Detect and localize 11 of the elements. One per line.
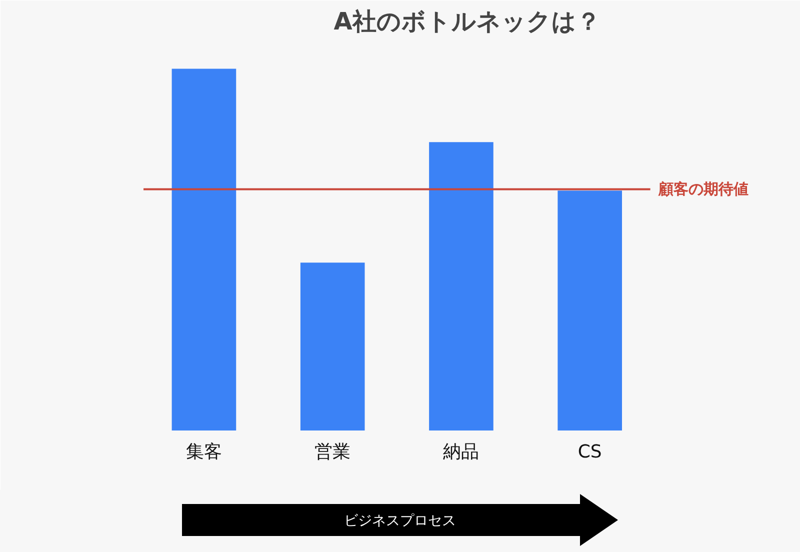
x-tick-label: 営業 — [314, 442, 351, 462]
x-tick-label: 納品 — [443, 442, 480, 462]
bar — [429, 142, 494, 430]
chart-title: A社のボトルネックは？ — [334, 8, 600, 36]
bar — [172, 68, 236, 430]
bar — [300, 262, 365, 430]
x-tick-label: 集客 — [186, 442, 222, 462]
bar — [558, 190, 622, 430]
ref-line-label: 顧客の期待値 — [657, 180, 748, 198]
process-arrow: ビジネスプロセス — [182, 494, 618, 546]
x-tick-label: CS — [578, 442, 602, 462]
